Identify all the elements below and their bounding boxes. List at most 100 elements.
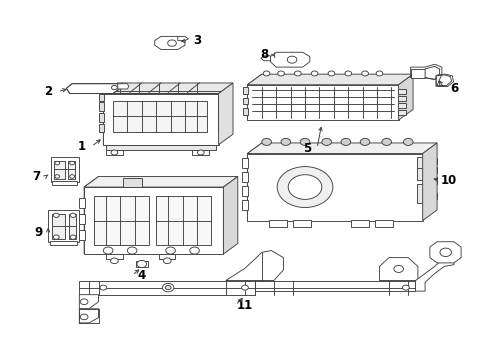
Bar (429, 167, 437, 173)
Text: 11: 11 (237, 299, 253, 312)
Polygon shape (118, 84, 129, 89)
Text: 10: 10 (441, 174, 457, 186)
Bar (49, 241, 77, 245)
Bar (79, 230, 85, 240)
Circle shape (70, 175, 74, 178)
Polygon shape (399, 74, 413, 120)
Bar (269, 220, 287, 226)
Circle shape (70, 161, 74, 165)
Polygon shape (430, 242, 461, 263)
Polygon shape (106, 145, 216, 150)
Bar (417, 157, 430, 168)
Text: 3: 3 (193, 34, 201, 47)
Bar (243, 87, 248, 94)
Polygon shape (219, 83, 233, 145)
Polygon shape (79, 280, 255, 294)
Polygon shape (178, 36, 188, 41)
Text: 9: 9 (34, 226, 43, 239)
Bar (242, 200, 248, 210)
Circle shape (403, 138, 413, 145)
Circle shape (103, 247, 113, 254)
Polygon shape (155, 36, 185, 49)
Bar (159, 254, 175, 259)
Bar (417, 184, 430, 203)
Circle shape (294, 71, 301, 76)
Polygon shape (84, 176, 98, 254)
Circle shape (440, 248, 451, 257)
Circle shape (127, 247, 137, 254)
Circle shape (55, 161, 60, 165)
Circle shape (376, 71, 383, 76)
Bar (218, 113, 223, 122)
Polygon shape (103, 83, 118, 145)
Circle shape (163, 258, 171, 264)
Polygon shape (79, 309, 98, 323)
Circle shape (80, 299, 88, 305)
Polygon shape (411, 69, 425, 78)
Circle shape (288, 175, 322, 199)
Polygon shape (103, 83, 233, 94)
Circle shape (278, 71, 284, 76)
Circle shape (190, 247, 199, 254)
Text: 1: 1 (78, 140, 86, 153)
Polygon shape (223, 176, 238, 254)
Polygon shape (84, 187, 223, 254)
Polygon shape (425, 66, 440, 80)
Bar (242, 186, 248, 196)
Bar (106, 150, 122, 155)
Circle shape (281, 138, 291, 145)
Text: 8: 8 (260, 48, 269, 61)
Bar (218, 123, 223, 132)
Polygon shape (270, 52, 310, 67)
Bar (398, 110, 406, 115)
Polygon shape (48, 210, 79, 242)
Bar (52, 181, 77, 185)
Bar (113, 101, 207, 132)
Circle shape (70, 213, 76, 217)
Polygon shape (416, 258, 454, 291)
Bar (375, 220, 393, 226)
Polygon shape (84, 176, 238, 187)
Bar (79, 198, 85, 208)
Bar (398, 96, 406, 100)
Circle shape (55, 175, 60, 178)
Bar (98, 102, 104, 111)
Bar (79, 214, 85, 224)
Bar (156, 196, 211, 245)
Bar (54, 161, 65, 179)
Circle shape (137, 260, 147, 267)
Bar (293, 220, 311, 226)
Polygon shape (255, 280, 416, 291)
Polygon shape (247, 85, 399, 120)
Circle shape (100, 285, 107, 290)
Circle shape (341, 138, 351, 145)
Circle shape (322, 138, 331, 145)
Bar (398, 89, 406, 94)
Polygon shape (50, 157, 79, 182)
Bar (98, 94, 104, 100)
Bar (192, 150, 209, 155)
Bar (94, 196, 149, 245)
Bar (243, 108, 248, 115)
Bar (242, 158, 248, 168)
Circle shape (111, 258, 118, 264)
Bar (68, 161, 75, 179)
Circle shape (53, 213, 59, 217)
Bar (98, 113, 104, 122)
Bar (429, 193, 437, 199)
Circle shape (394, 265, 403, 273)
Circle shape (382, 138, 392, 145)
Circle shape (277, 167, 333, 207)
Circle shape (168, 40, 176, 46)
Bar (351, 220, 369, 226)
Circle shape (300, 138, 310, 145)
Circle shape (263, 71, 270, 76)
Circle shape (262, 138, 271, 145)
Circle shape (111, 150, 118, 155)
Bar (69, 213, 76, 239)
Polygon shape (247, 74, 262, 120)
Circle shape (162, 283, 174, 292)
Circle shape (311, 71, 318, 76)
Polygon shape (423, 143, 437, 221)
Ellipse shape (267, 206, 286, 215)
